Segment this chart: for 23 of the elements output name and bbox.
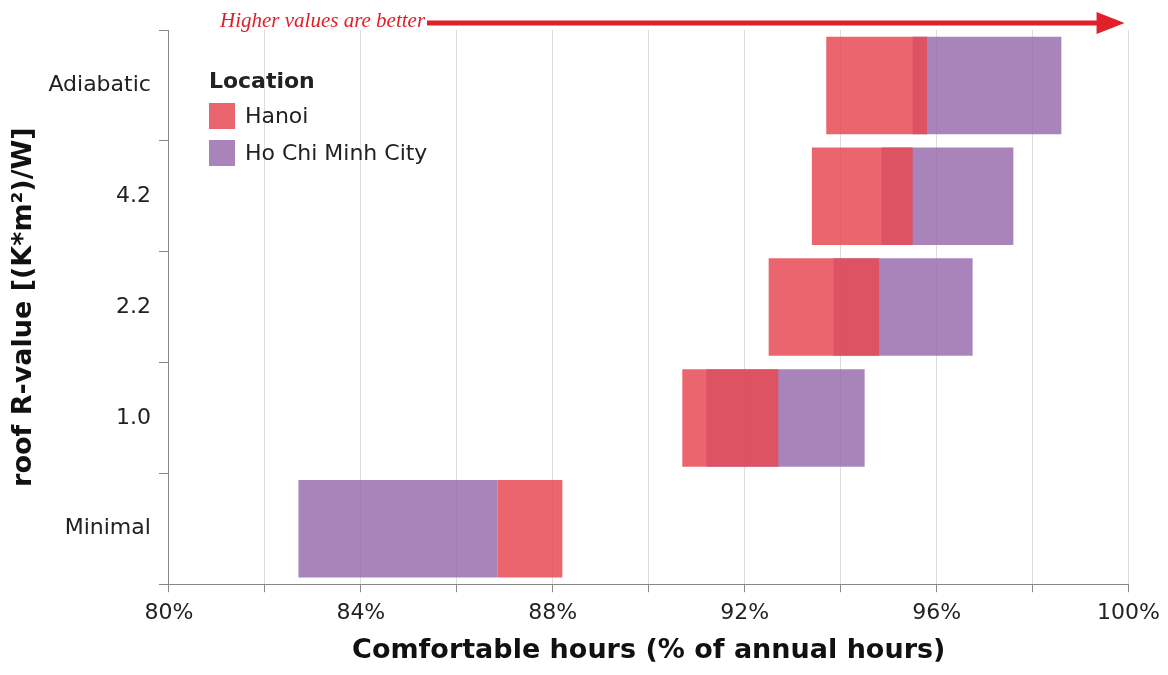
y-tick-label: 1.0 — [115, 403, 151, 429]
y-tick-label: 4.2 — [115, 181, 151, 207]
bar — [497, 480, 563, 578]
bar — [298, 480, 498, 578]
bar — [768, 258, 880, 356]
x-tick-label: 96% — [912, 599, 962, 625]
x-tick-label: 100% — [1097, 599, 1161, 625]
x-tick-label: 84% — [336, 599, 386, 625]
legend-label: Ho Chi Minh City — [244, 140, 428, 165]
x-axis-title: Comfortable hours (% of annual hours) — [352, 632, 946, 664]
y-axis-title: roof R-value [(K*m²)/W] — [6, 127, 38, 487]
y-tick-label: 2.2 — [115, 292, 151, 318]
x-tick-label: 88% — [528, 599, 578, 625]
bar — [811, 147, 913, 246]
annotation: Higher values are better — [220, 8, 426, 33]
bar — [682, 369, 779, 467]
legend-title: Location — [208, 68, 316, 93]
y-tick-label: Minimal — [64, 514, 151, 540]
x-tick-label: 80% — [144, 599, 194, 625]
legend-label: Hanoi — [244, 103, 309, 128]
bar — [826, 36, 928, 135]
y-tick-label: Adiabatic — [48, 71, 151, 97]
x-tick-label: 92% — [720, 599, 770, 625]
